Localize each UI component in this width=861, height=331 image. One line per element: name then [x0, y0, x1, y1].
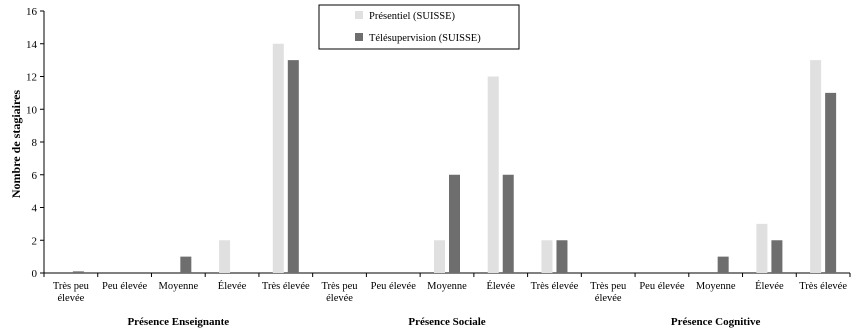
bar-telesupervision	[72, 271, 84, 273]
y-tick-label: 4	[32, 203, 38, 215]
y-tick-label: 8	[32, 137, 38, 149]
legend-box	[318, 4, 520, 50]
x-category-label: Peu élevée	[639, 281, 685, 292]
bar-telesupervision	[502, 174, 514, 273]
bar-telesupervision	[287, 60, 299, 273]
bar-telesupervision	[556, 240, 568, 273]
bar-telesupervision	[825, 92, 837, 273]
legend-label-telesupervision: Télésupervision (SUISSE)	[369, 33, 481, 44]
y-tick-label: 2	[32, 235, 38, 247]
bar-presentiel	[810, 60, 822, 273]
bar-presentiel	[434, 240, 445, 273]
legend: Présentiel (SUISSE) Télésupervision (SUI…	[318, 4, 520, 50]
bar-telesupervision	[449, 174, 460, 273]
bar-telesupervision	[717, 256, 729, 273]
y-tick-label: 6	[32, 170, 38, 182]
legend-label-presentiel: Présentiel (SUISSE)	[369, 11, 456, 22]
x-category-label: Très élevée	[262, 281, 310, 292]
bars	[72, 43, 837, 273]
x-category-label: Peu élevée	[371, 281, 417, 292]
x-category-label: Moyenne	[427, 281, 467, 292]
bar-presentiel	[219, 240, 231, 273]
y-tick-label: 12	[26, 72, 37, 84]
bar-presentiel	[756, 223, 768, 273]
x-category-label: Très élevée	[531, 281, 579, 292]
x-category-label: Élevée	[755, 280, 784, 292]
y-tick-label: 14	[26, 39, 38, 51]
y-tick-label: 10	[26, 104, 38, 116]
bar-telesupervision	[180, 256, 192, 273]
bar-presentiel	[487, 76, 499, 273]
x-group-label: Présence Sociale	[408, 316, 485, 328]
x-category-label: Très peu élevée	[321, 281, 358, 304]
bar-presentiel	[541, 240, 553, 273]
x-axis-labels: Très peu élevée Peu élevée Moyenne Élevée Trè…	[53, 280, 847, 328]
x-category-label: Très peu élevée	[590, 281, 627, 304]
x-category-label: Élevée	[218, 280, 247, 292]
y-axis-label: Nombre de stagiaires	[9, 90, 23, 199]
legend-swatch-telesupervision	[355, 33, 363, 41]
bar-telesupervision	[771, 240, 783, 273]
y-tick-label: 16	[26, 6, 38, 18]
x-category-label: Très peu élevée	[53, 281, 90, 304]
axes: 0 2 4 6 8 10 12 14 16	[26, 6, 851, 280]
bar-presentiel	[272, 43, 284, 273]
x-group-label: Présence Enseignante	[127, 316, 229, 328]
x-category-label: Très élevée	[799, 281, 847, 292]
x-group-label: Présence Cognitive	[671, 316, 761, 328]
x-category-label: Peu élevée	[102, 281, 148, 292]
x-category-label: Moyenne	[158, 281, 198, 292]
x-category-label: Moyenne	[696, 281, 736, 292]
legend-swatch-presentiel	[355, 11, 363, 19]
y-tick-label: 0	[32, 268, 38, 280]
x-category-label: Élevée	[486, 280, 515, 292]
